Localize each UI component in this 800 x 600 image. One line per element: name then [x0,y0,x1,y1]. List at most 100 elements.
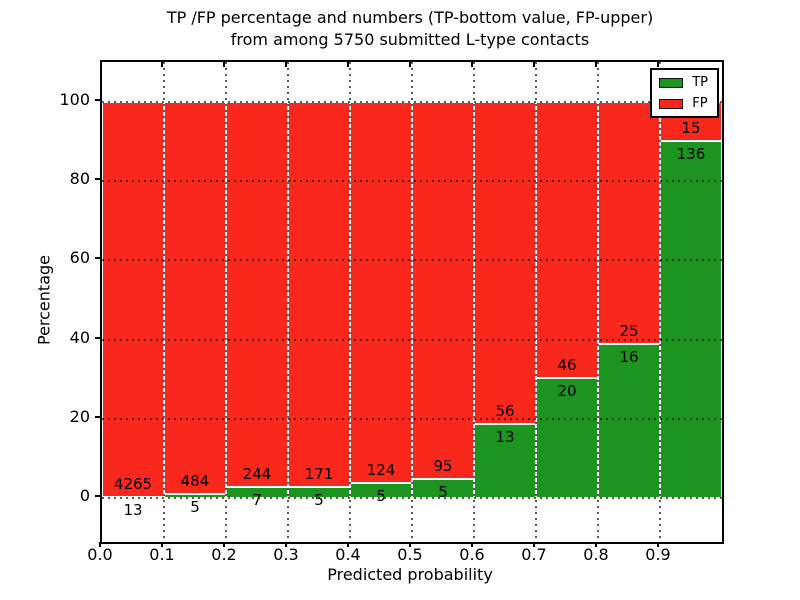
x-tick-mark-top [657,62,659,67]
vertical-gridline [473,62,475,542]
chart-title-line1: TP /FP percentage and numbers (TP-bottom… [166,8,654,27]
y-tick-mark [95,98,100,101]
tp-count-label: 5 [314,491,324,510]
x-tick-mark [161,542,163,547]
y-tick-mark [95,416,100,419]
fp-count-label: 46 [557,356,577,375]
y-tick-mark [95,257,100,260]
tp-count-label: 20 [557,382,577,401]
vertical-gridline [411,62,413,542]
x-tick-mark-top [223,62,225,67]
x-tick-mark [471,542,473,547]
fp-count-label: 56 [495,401,515,420]
chart-title: TP /FP percentage and numbers (TP-bottom… [100,7,720,51]
fp-bar-segment [164,101,226,495]
x-tick-mark-top [161,62,163,67]
x-axis-label: Predicted probability [327,565,493,584]
tp-bar-segment [660,141,722,499]
vertical-gridline [659,62,661,542]
x-tick-label: 0.1 [149,545,175,564]
fp-bar-segment [288,101,350,488]
vertical-gridline [535,62,537,542]
legend-item-fp: FP [659,95,708,112]
x-tick-mark-top [471,62,473,67]
legend-item-tp: TP [659,74,708,91]
y-tick-label: 0 [79,486,90,506]
vertical-gridline [163,62,165,542]
x-tick-mark-top [347,62,349,67]
horizontal-gridline [102,100,722,103]
plot-area: 4265 13 484 5 244 7 171 5 124 5 95 5 56 13 46 20 25 16 15 1… [100,60,724,544]
tp-bar-segment [598,343,660,499]
vertical-gridline [349,62,351,542]
fp-bar-segment [350,101,412,483]
horizontal-gridline [102,180,722,182]
fp-count-label: 484 [180,472,210,491]
horizontal-gridline [102,338,722,341]
x-tick-mark [223,542,225,547]
x-tick-label: 0.6 [459,545,485,564]
vertical-gridline [287,62,289,542]
tp-count-label: 5 [376,486,386,505]
vertical-gridline [225,62,227,542]
x-tick-mark [533,542,535,547]
fp-legend-label: FP [692,96,708,111]
tp-count-label: 5 [438,482,448,501]
tp-count-label: 13 [495,427,515,446]
tp-count-label: 136 [676,145,706,164]
fp-bar-segment [412,101,474,479]
y-tick-label: 20 [69,407,90,427]
fp-count-label: 25 [619,321,639,340]
fp-bar-segment [598,101,660,344]
y-tick-mark [95,495,100,498]
x-tick-label: 0.9 [645,545,671,564]
horizontal-gridline [102,497,722,500]
x-tick-mark-top [409,62,411,67]
fp-count-label: 171 [304,465,334,484]
fp-count-label: 4265 [113,475,153,494]
legend: TP FP [650,68,719,118]
fp-count-label: 244 [242,465,272,484]
y-tick-label: 40 [69,327,90,347]
x-tick-mark-top [595,62,597,67]
fp-bar-segment [226,101,288,488]
x-tick-mark [99,542,101,547]
fp-bar-segment [102,101,164,498]
tp-legend-swatch [659,77,684,88]
tp-count-label: 16 [619,347,639,366]
fp-bar-segment [474,101,536,424]
y-tick-mark [95,178,100,180]
tp-count-label: 5 [190,498,200,517]
x-tick-mark-top [285,62,287,67]
x-tick-label: 0.4 [335,545,361,564]
tp-count-label: 13 [123,501,143,520]
fp-bar-segment [536,101,598,379]
x-tick-label: 0.7 [521,545,547,564]
horizontal-gridline [102,259,722,262]
x-tick-label: 0.3 [273,545,299,564]
vertical-gridline [597,62,599,542]
x-tick-label: 0.5 [397,545,423,564]
fp-count-label: 15 [681,119,701,138]
fp-count-label: 124 [366,460,396,479]
x-tick-mark [657,542,659,547]
fp-legend-swatch [659,98,684,109]
y-tick-label: 80 [69,169,90,188]
tp-count-label: 7 [252,491,262,510]
fp-count-label: 95 [433,456,453,475]
y-tick-mark [95,336,100,339]
x-tick-label: 0.2 [211,545,237,564]
x-tick-label: 0.0 [87,545,113,564]
y-tick-label: 60 [69,248,90,268]
y-tick-label: 100 [59,89,90,109]
x-tick-mark [285,542,287,547]
x-tick-mark [347,542,349,547]
horizontal-gridline [102,418,722,421]
x-tick-mark [595,542,597,547]
tp-legend-label: TP [692,75,708,90]
x-tick-mark-top [533,62,535,67]
tp-bar-segment [536,378,598,499]
chart-title-line2: from among 5750 submitted L-type contact… [230,30,590,49]
x-tick-mark [409,542,411,547]
